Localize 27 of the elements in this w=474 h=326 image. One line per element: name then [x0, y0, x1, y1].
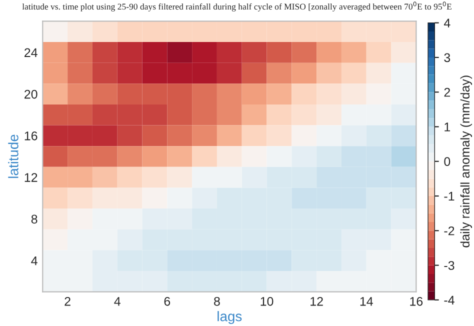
color-bar-label: 0	[444, 157, 450, 166]
y-tick-label: 24	[24, 48, 38, 57]
x-tick-label: 14	[360, 297, 373, 306]
color-bar-title: daily rainfall anomaly (mm/day)	[460, 76, 472, 248]
color-bar-label: 3	[444, 53, 450, 62]
y-tick-label: 20	[24, 90, 38, 99]
x-tick-label: 6	[164, 296, 170, 306]
x-tick-label: 8	[214, 296, 220, 306]
y-tick-label: 16	[24, 131, 38, 140]
color-bar-label: 2	[444, 88, 450, 97]
x-tick-label: 12	[310, 296, 323, 306]
x-tick-label: 16	[410, 296, 423, 306]
x-tick-label: 10	[260, 296, 274, 306]
color-bar-label: -1	[444, 192, 454, 201]
y-tick-label: 4	[31, 256, 38, 266]
x-tick-label: 2	[64, 296, 70, 306]
color-bar-label: 4	[444, 18, 450, 28]
color-bar-label: -4	[444, 296, 454, 304]
color-bar-label: -2	[444, 226, 454, 236]
x-tick-label: 4	[114, 297, 120, 306]
x-axis-title: lags	[218, 311, 242, 324]
y-tick-label: 8	[31, 214, 38, 224]
y-axis-title: latitude	[8, 134, 18, 178]
y-tick-label: 12	[24, 173, 38, 182]
chart-title: latitude vs. time plot using 25-90 days filtered rainfall during half cycle of MISO [zonally averaged between 70$^{0}$E to 95$^{0}$E	[22, 2, 452, 12]
color-bar-label: 1	[444, 122, 450, 132]
color-bar-label: -3	[444, 261, 454, 270]
